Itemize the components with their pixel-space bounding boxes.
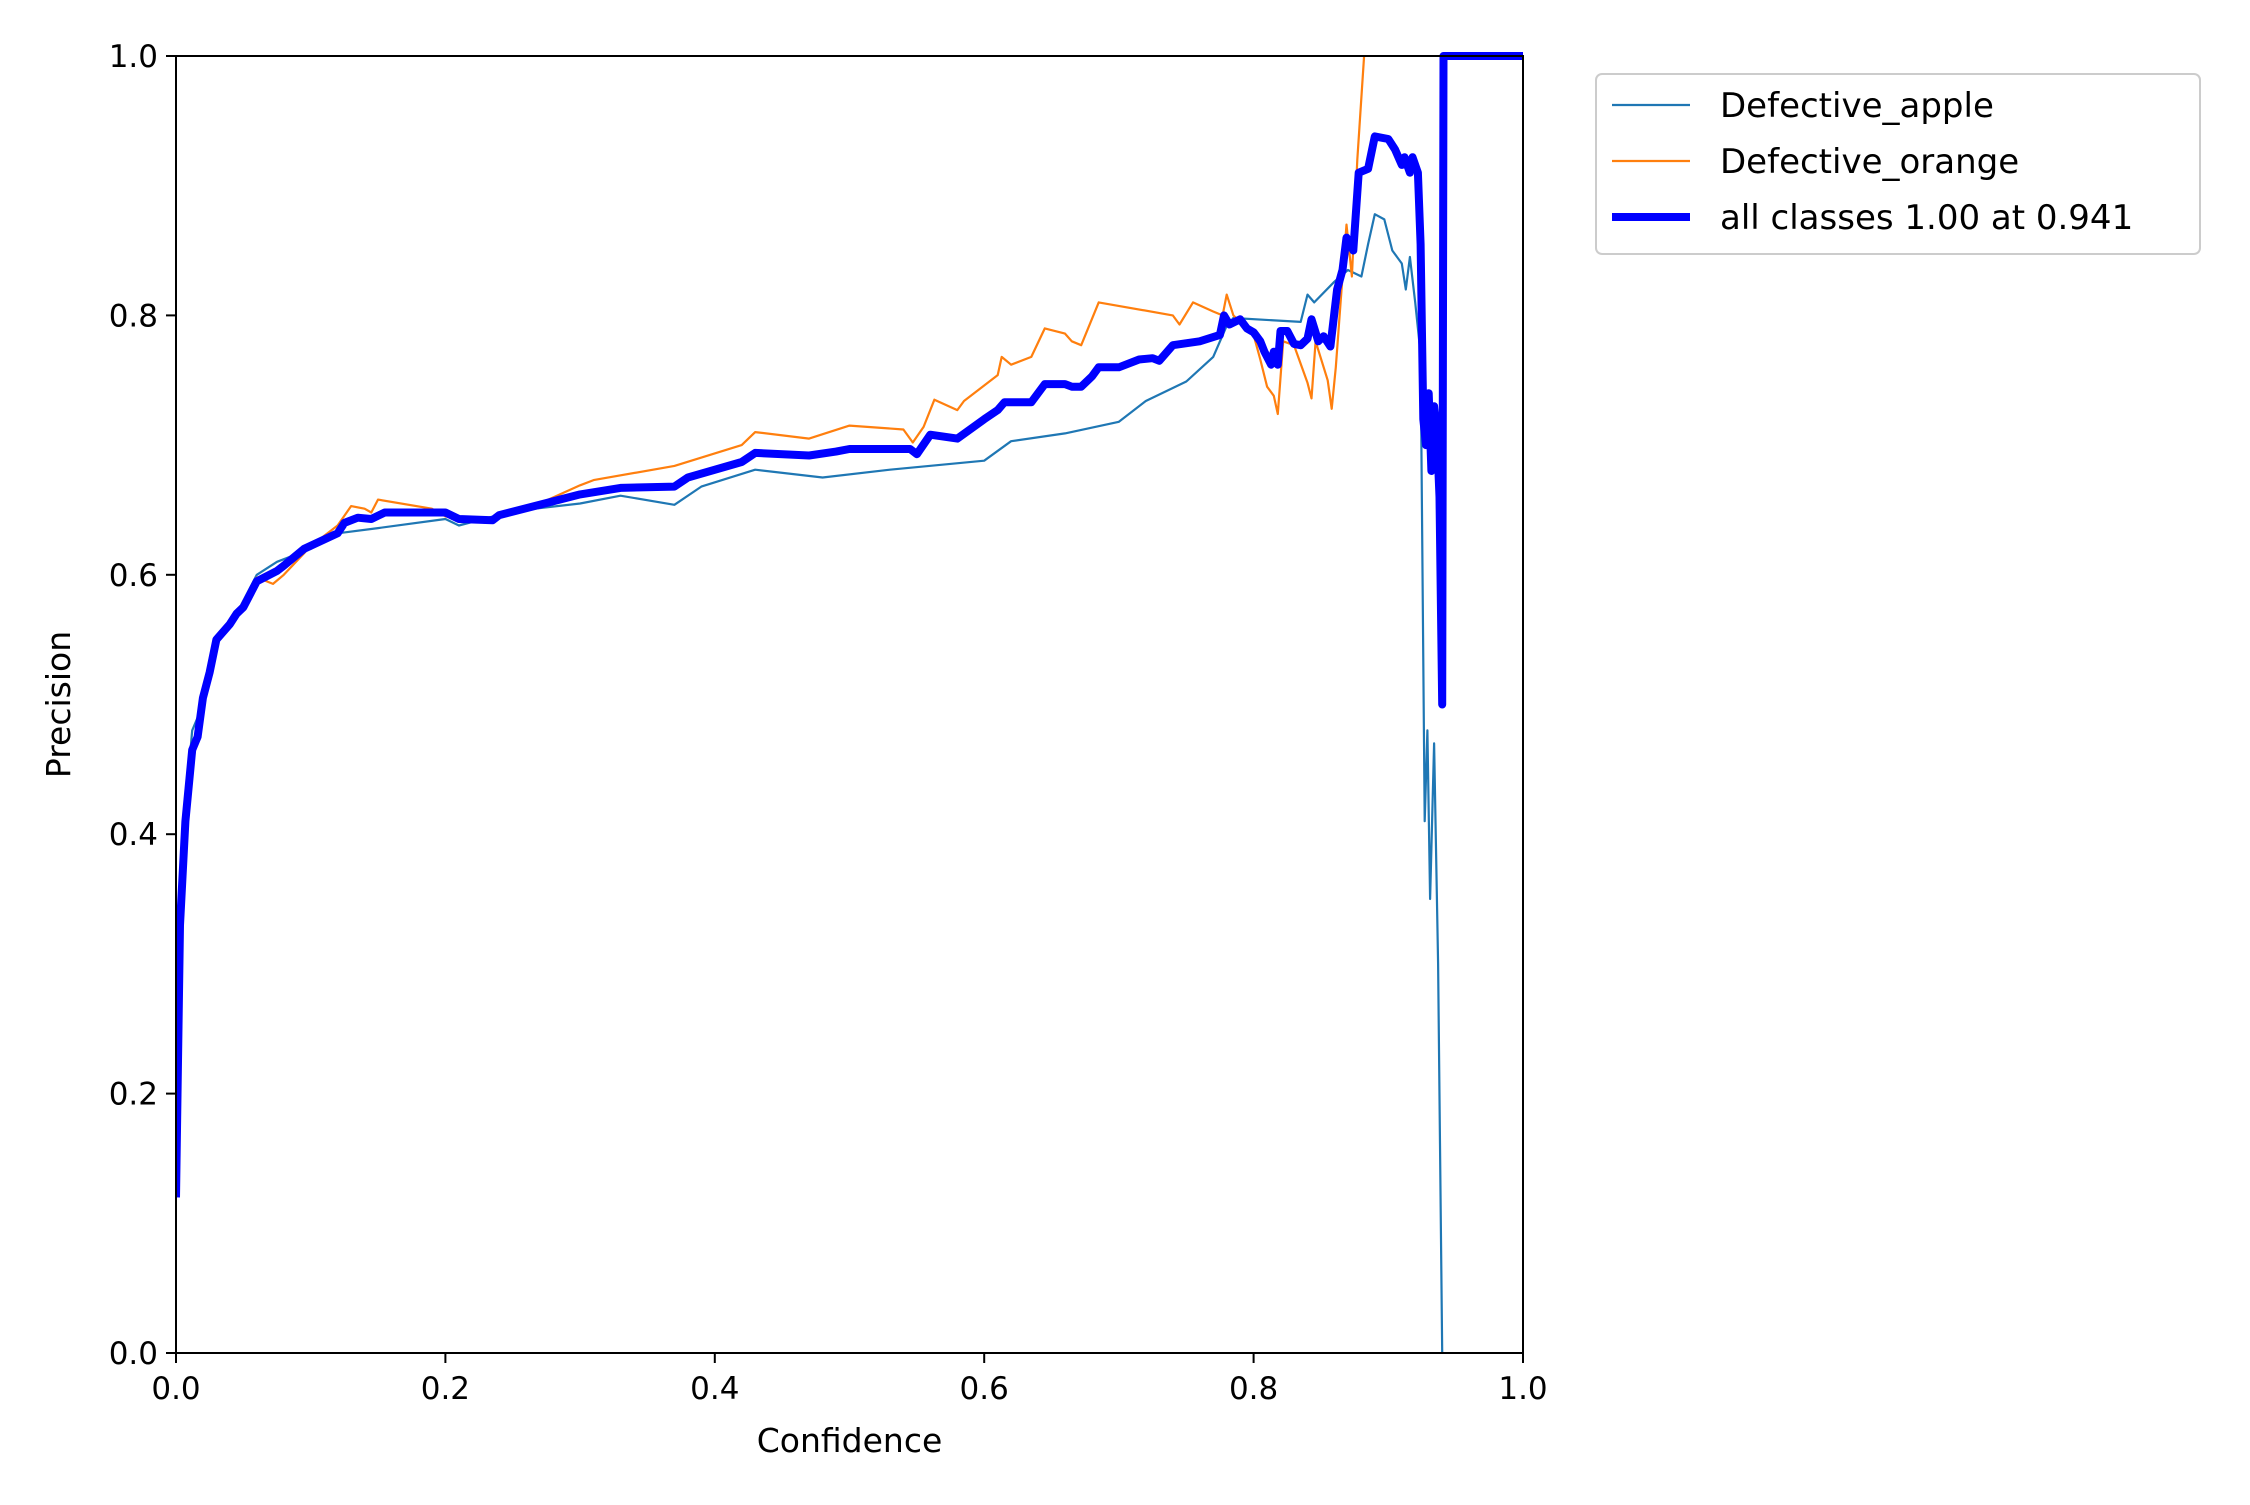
legend: Defective_apple Defective_orange all cla… [1595, 73, 2201, 255]
y-tick-label: 0.8 [109, 298, 158, 334]
y-tick-label: 1.0 [109, 39, 158, 75]
y-tick-label: 0.0 [109, 1336, 158, 1372]
series-line-all-classes-1-00-at-0-941 [176, 52, 1523, 1198]
y-tick-label: 0.2 [109, 1077, 158, 1113]
legend-box [1595, 73, 2201, 255]
y-axis-label: Precision [39, 631, 78, 778]
legend-label-all-classes: all classes 1.00 at 0.941 [1720, 198, 2133, 238]
x-axis: 0.0 0.2 0.4 0.6 0.8 1.0 [151, 1353, 1548, 1407]
x-tick-label: 0.8 [1229, 1371, 1278, 1407]
x-tick-label: 0.6 [960, 1371, 1009, 1407]
plot-frame [175, 55, 1524, 1354]
series-line-defective-apple [176, 213, 1444, 1354]
legend-label-defective-apple: Defective_apple [1720, 86, 1994, 126]
x-tick-label: 1.0 [1498, 1371, 1547, 1407]
y-tick-label: 0.6 [109, 558, 158, 594]
x-tick-label: 0.4 [690, 1371, 739, 1407]
legend-label-defective-orange: Defective_orange [1720, 142, 2019, 182]
series-layer [176, 52, 1523, 1354]
y-axis: 0.0 0.2 0.4 0.6 0.8 1.0 [109, 39, 176, 1372]
x-tick-label: 0.2 [421, 1371, 470, 1407]
x-axis-label: Confidence [757, 1421, 943, 1460]
y-tick-label: 0.4 [109, 817, 158, 853]
x-tick-label: 0.0 [151, 1371, 200, 1407]
